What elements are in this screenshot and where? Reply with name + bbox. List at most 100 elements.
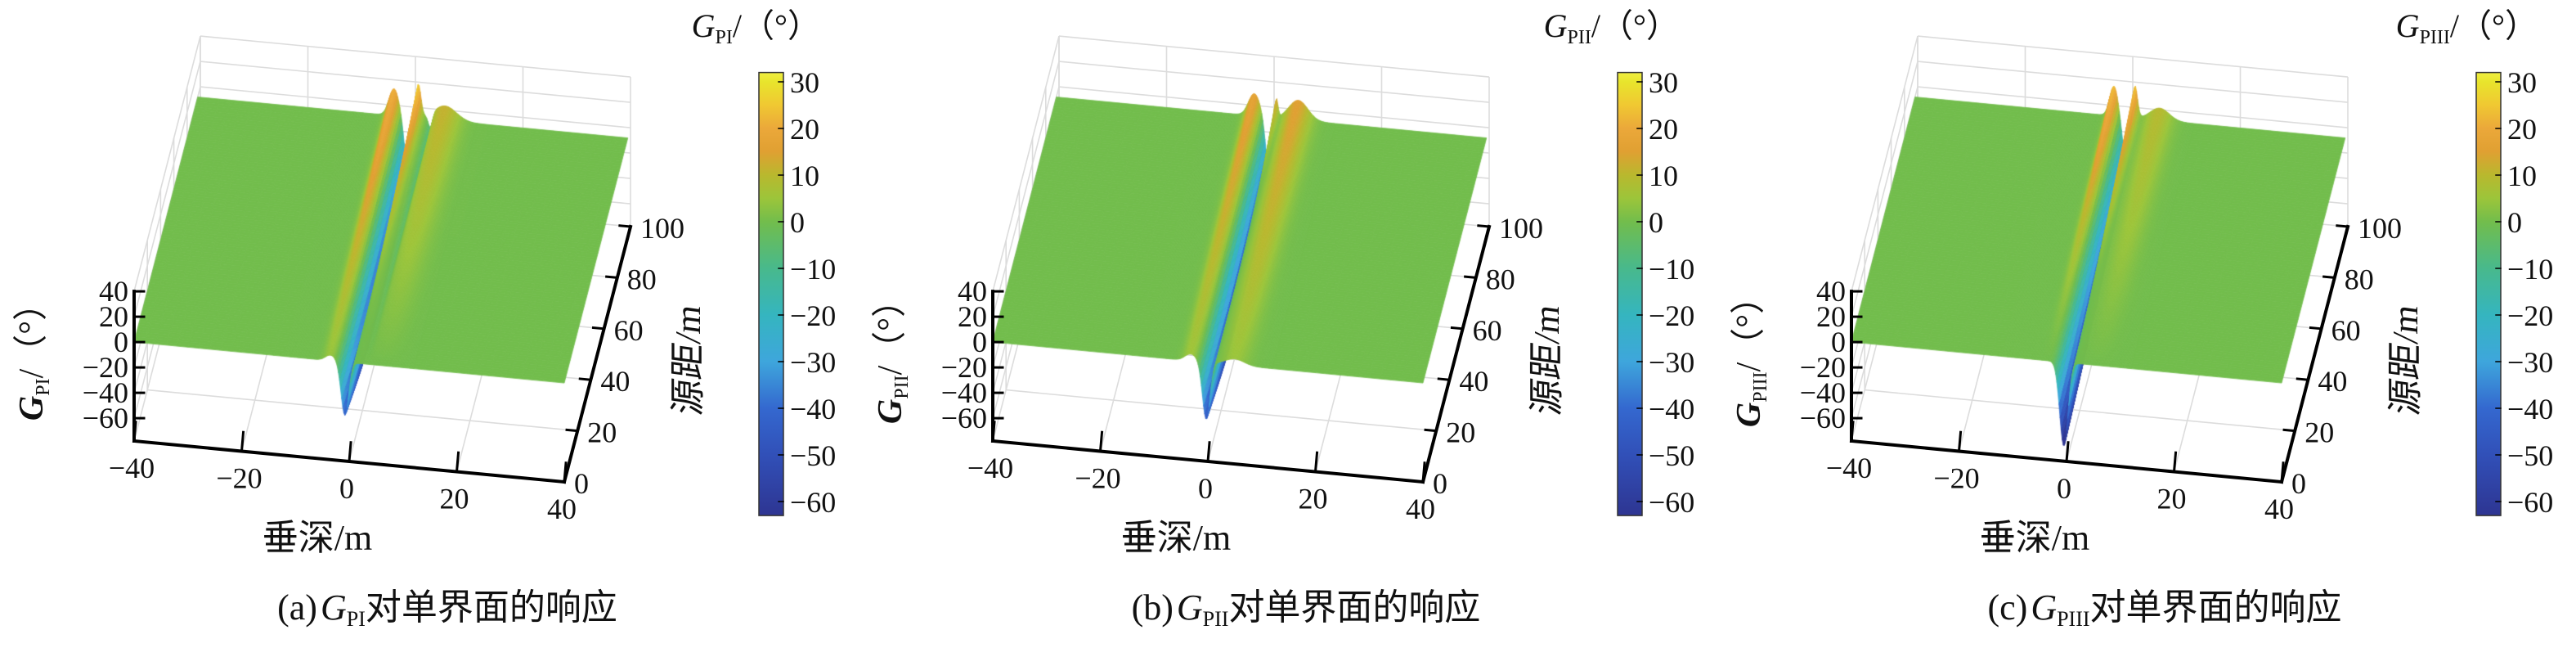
colorbar-tick-label: −30 (2507, 346, 2553, 379)
z-tick-label: 20 (958, 300, 987, 333)
z-label-symbol: G (872, 399, 909, 424)
x-tick (1098, 430, 1104, 453)
y-tick (1411, 479, 1425, 484)
axes: −40 −20 0 20 4002040608010040200−20−40−60垂深/… (872, 7, 1694, 631)
colorbar-title-symbol: G (692, 7, 716, 44)
caption-text: 对单界面的响应 (2090, 587, 2342, 628)
colorbar-title-subscript: PIII (2420, 27, 2450, 48)
y-axis-label: 源距/m (668, 302, 708, 417)
z-tick-label: 40 (1816, 275, 1846, 308)
caption-symbol: G (321, 587, 347, 628)
colorbar-tick-label: −30 (1649, 346, 1694, 379)
x-tick (1421, 461, 1426, 484)
y-tick-label: 60 (2331, 314, 2361, 347)
colorbar-tick-label: −40 (2507, 393, 2553, 425)
z-tick-label: 40 (958, 275, 987, 308)
colorbar (758, 71, 784, 516)
colorbar-tick-label: −50 (790, 439, 836, 472)
colorbar-tick-label: 10 (790, 160, 819, 192)
x-tick (2065, 441, 2070, 463)
caption-label: (b) (1132, 587, 1174, 628)
y-tick-label: 80 (627, 263, 657, 295)
x-tick (1313, 451, 1319, 474)
z-tick-label: −60 (941, 402, 987, 434)
colorbar-title: GPIII/（°） (2396, 7, 2538, 48)
y-tick-label: 40 (1459, 365, 1488, 398)
colorbar-title-subscript: PII (1568, 27, 1591, 48)
y-tick (1450, 326, 1465, 331)
x-tick-label: −20 (1933, 462, 1979, 495)
x-tick-label: −40 (109, 452, 155, 484)
colorbar-tick-label: −10 (790, 253, 836, 286)
y-tick-label: 40 (2318, 365, 2347, 398)
x-tick (348, 441, 352, 463)
colorbar (2475, 71, 2502, 516)
y-tick (552, 479, 566, 484)
y-tick-label: 20 (587, 416, 617, 449)
z-label-unit: /（°） (872, 283, 909, 375)
x-tick-label: 20 (2157, 483, 2187, 515)
y-tick (2269, 479, 2283, 484)
z-label-subscript: PII (891, 375, 913, 398)
z-tick-label: −20 (941, 351, 987, 384)
colorbar-tick-label: −30 (790, 346, 836, 379)
z-label-unit: /（°） (1730, 280, 1768, 371)
colorbar-tick-label: 0 (790, 206, 805, 239)
z-label-subscript: PI (33, 378, 54, 395)
x-tick (1957, 430, 1963, 453)
y-tick-label: 0 (2291, 467, 2306, 500)
colorbar-tick-label: −40 (790, 393, 836, 425)
colorbar-tick-label: 0 (1649, 206, 1663, 239)
caption: (c)GPIII对单界面的响应 (1987, 587, 2341, 631)
x-tick-label: 0 (2057, 472, 2071, 505)
colorbar-title-symbol: G (2396, 7, 2420, 44)
colorbar-title-subscript: PI (716, 27, 733, 48)
y-tick-label: 80 (1486, 263, 1515, 295)
caption-label: (a) (277, 587, 317, 628)
y-tick (2296, 377, 2310, 381)
z-tick-label: 0 (114, 326, 128, 358)
z-tick-label: −20 (83, 351, 128, 384)
colorbar (1617, 71, 1643, 516)
colorbar-tick-label: 20 (2507, 113, 2537, 146)
x-tick-label: −40 (967, 452, 1013, 484)
surface-panel-c: −40 −20 0 20 40 0 20 40 60 80 100 40 20 0 −20 −40 −60 垂深/… (1717, 0, 2576, 648)
y-axis-line (562, 224, 633, 484)
x-tick (1206, 441, 1211, 463)
caption-subscript: PI (347, 607, 366, 631)
x-tick-label: −40 (1826, 452, 1872, 484)
caption-symbol: G (1177, 587, 1203, 628)
y-tick-label: 0 (1433, 467, 1447, 500)
y-tick (1437, 377, 1452, 381)
colorbar-tick-label: −10 (1649, 253, 1694, 286)
x-tick-label: 20 (1299, 483, 1328, 515)
z-tick-label: 20 (99, 300, 128, 333)
x-tick-label: −20 (216, 462, 262, 495)
z-tick-label: −40 (1800, 376, 1846, 409)
colorbar-tick-label: 10 (1649, 160, 1678, 192)
x-axis-label: 垂深/m (1980, 518, 2089, 558)
y-tick-label: 0 (574, 467, 589, 500)
colorbar-tick-label: −60 (790, 486, 836, 519)
colorbar-title-symbol: G (1544, 7, 1568, 44)
x-tick-label: 0 (1198, 472, 1213, 505)
z-tick-label: 40 (99, 275, 128, 308)
surface-panel-b: −40 −20 0 20 40 0 20 40 60 80 100 40 20 0 −20 −40 −60 垂深/… (859, 0, 1717, 648)
colorbar-tick-label: −20 (1649, 299, 1694, 332)
colorbar-tick-label: 20 (790, 113, 819, 146)
x-tick (2280, 461, 2285, 484)
colorbar-tick-label: 30 (2507, 66, 2537, 99)
z-axis-label: GPIII/（°） (1730, 280, 1771, 427)
y-axis-line (2279, 224, 2350, 484)
y-tick (591, 326, 606, 331)
colorbar-tick-label: −50 (2507, 439, 2553, 472)
colorbar-title: GPI/（°） (692, 7, 820, 48)
surface-panel-a: −40 −20 0 20 40 0 20 40 60 80 100 40 20 0 −20 −40 −60 垂深/… (0, 0, 859, 648)
axes: −40 −20 0 20 4002040608010040200−20−40−60垂深/… (13, 7, 836, 631)
colorbar-tick-label: 20 (1649, 113, 1678, 146)
z-label-symbol: G (1730, 403, 1768, 427)
y-tick (618, 224, 632, 228)
x-tick (455, 451, 460, 474)
x-tick (132, 421, 137, 443)
caption-label: (c) (1987, 587, 2027, 628)
